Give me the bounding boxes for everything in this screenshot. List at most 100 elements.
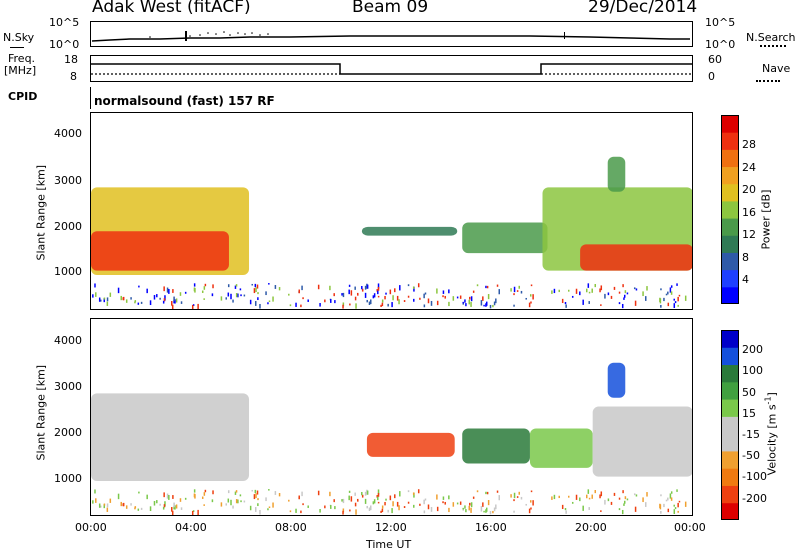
velocity-cb-swatch-0 — [721, 502, 739, 520]
power-speckle — [604, 293, 606, 299]
nave-legend-dots — [756, 80, 780, 82]
power-speckle — [565, 304, 567, 308]
velocity-speckle — [232, 505, 234, 509]
power-speckle — [529, 294, 532, 297]
velocity-speckle — [645, 502, 647, 507]
velocity-speckle — [201, 496, 204, 499]
velocity-speckle — [623, 500, 626, 504]
velocity-speckle — [436, 494, 438, 500]
power-speckle — [442, 295, 444, 298]
power-speckle — [391, 302, 393, 308]
velocity-speckle — [670, 497, 673, 501]
velocity-speckle — [234, 491, 237, 495]
velocity-speckle — [520, 496, 523, 500]
velocity-speckle — [180, 507, 183, 510]
power-speckle — [364, 292, 367, 298]
velocity-speckle — [646, 492, 648, 497]
velocity-speckle — [302, 503, 304, 506]
velocity-speckle — [470, 502, 473, 508]
power-speckle — [510, 288, 512, 292]
power-speckle — [588, 291, 591, 294]
velocity-speckle — [278, 493, 281, 497]
velocity-speckle — [394, 494, 396, 499]
velocity-region-4 — [592, 406, 693, 477]
velocity-speckle — [423, 499, 425, 505]
power-speckle — [366, 283, 368, 289]
velocity-speckle — [192, 510, 195, 513]
power-speckle — [456, 296, 459, 299]
xtick-0800: 08:00 — [275, 521, 307, 534]
power-speckle — [394, 288, 396, 293]
velocity-speckle — [564, 507, 567, 511]
power-speckle — [387, 303, 389, 307]
velocity-speckle — [366, 505, 368, 509]
velocity-speckle — [364, 491, 367, 496]
power-speckle — [645, 296, 647, 301]
velocity-speckle — [600, 510, 602, 512]
velocity-speckle — [452, 502, 455, 507]
velocity-speckle — [413, 504, 415, 508]
velocity-speckle — [496, 490, 499, 493]
power-speckle — [220, 296, 223, 301]
velocity-speckle — [376, 495, 378, 498]
velocity-speckle — [203, 492, 206, 496]
xtick-2400: 00:00 — [674, 521, 706, 534]
velocity-speckle — [354, 502, 357, 507]
power-speckle — [239, 288, 242, 291]
power-speckle — [419, 297, 421, 300]
power-speckle — [225, 297, 227, 300]
power-speckle — [278, 287, 281, 291]
power-speckle — [211, 293, 214, 297]
velocity-speckle — [249, 505, 252, 511]
date-title: 29/Dec/2014 — [588, 0, 698, 17]
power-speckle — [462, 301, 464, 304]
velocity-speckle — [120, 501, 122, 507]
power-speckle — [237, 293, 239, 298]
power-speckle — [513, 304, 515, 307]
power-speckle — [586, 288, 588, 293]
velocity-speckle — [256, 490, 259, 495]
nsky-legend-line — [10, 47, 24, 48]
velocity-speckle — [530, 490, 533, 493]
power-speckle — [361, 285, 363, 290]
noise-right-tick-bottom: 10^0 — [705, 38, 736, 51]
velocity-speckle — [476, 490, 479, 493]
velocity-speckle — [227, 498, 230, 503]
power-speckle — [265, 291, 267, 296]
velocity-speckle — [288, 499, 290, 502]
velocity-speckle — [348, 490, 351, 493]
power-speckle — [168, 288, 170, 294]
velocity-speckle — [166, 493, 169, 499]
velocity-speckle — [163, 492, 165, 498]
power-speckle — [442, 290, 445, 294]
power-speckle — [465, 303, 467, 307]
velocity-speckle — [553, 494, 556, 500]
velocity-speckle — [333, 499, 335, 503]
power-speckle — [341, 293, 343, 296]
power-speckle — [319, 303, 321, 307]
velocity-speckle — [156, 500, 158, 504]
power-speckle — [354, 286, 356, 290]
power-speckle — [678, 294, 681, 297]
power-speckle — [667, 291, 669, 295]
power-speckle — [153, 295, 156, 300]
power-speckle — [232, 299, 234, 303]
velocity-speckle — [518, 491, 521, 495]
velocity-speckle — [485, 509, 487, 513]
power-speckle — [356, 292, 359, 295]
power-speckle — [175, 298, 178, 303]
x-axis-label: Time UT — [366, 538, 412, 551]
power-speckle — [551, 290, 553, 294]
velocity-speckle — [295, 508, 297, 513]
velocity-speckle — [398, 505, 400, 511]
vel-cb-tick-m15: -15 — [742, 428, 760, 441]
power-cb-tick-16: 16 — [742, 206, 756, 219]
velocity-speckle — [184, 497, 187, 500]
velocity-speckle — [257, 503, 259, 507]
velocity-speckle — [618, 497, 621, 500]
power-speckle — [600, 285, 603, 291]
velocity-speckle — [575, 494, 578, 500]
power-cb-swatch-1 — [721, 269, 739, 288]
power-speckle — [532, 294, 534, 300]
velocity-speckle — [456, 502, 459, 505]
